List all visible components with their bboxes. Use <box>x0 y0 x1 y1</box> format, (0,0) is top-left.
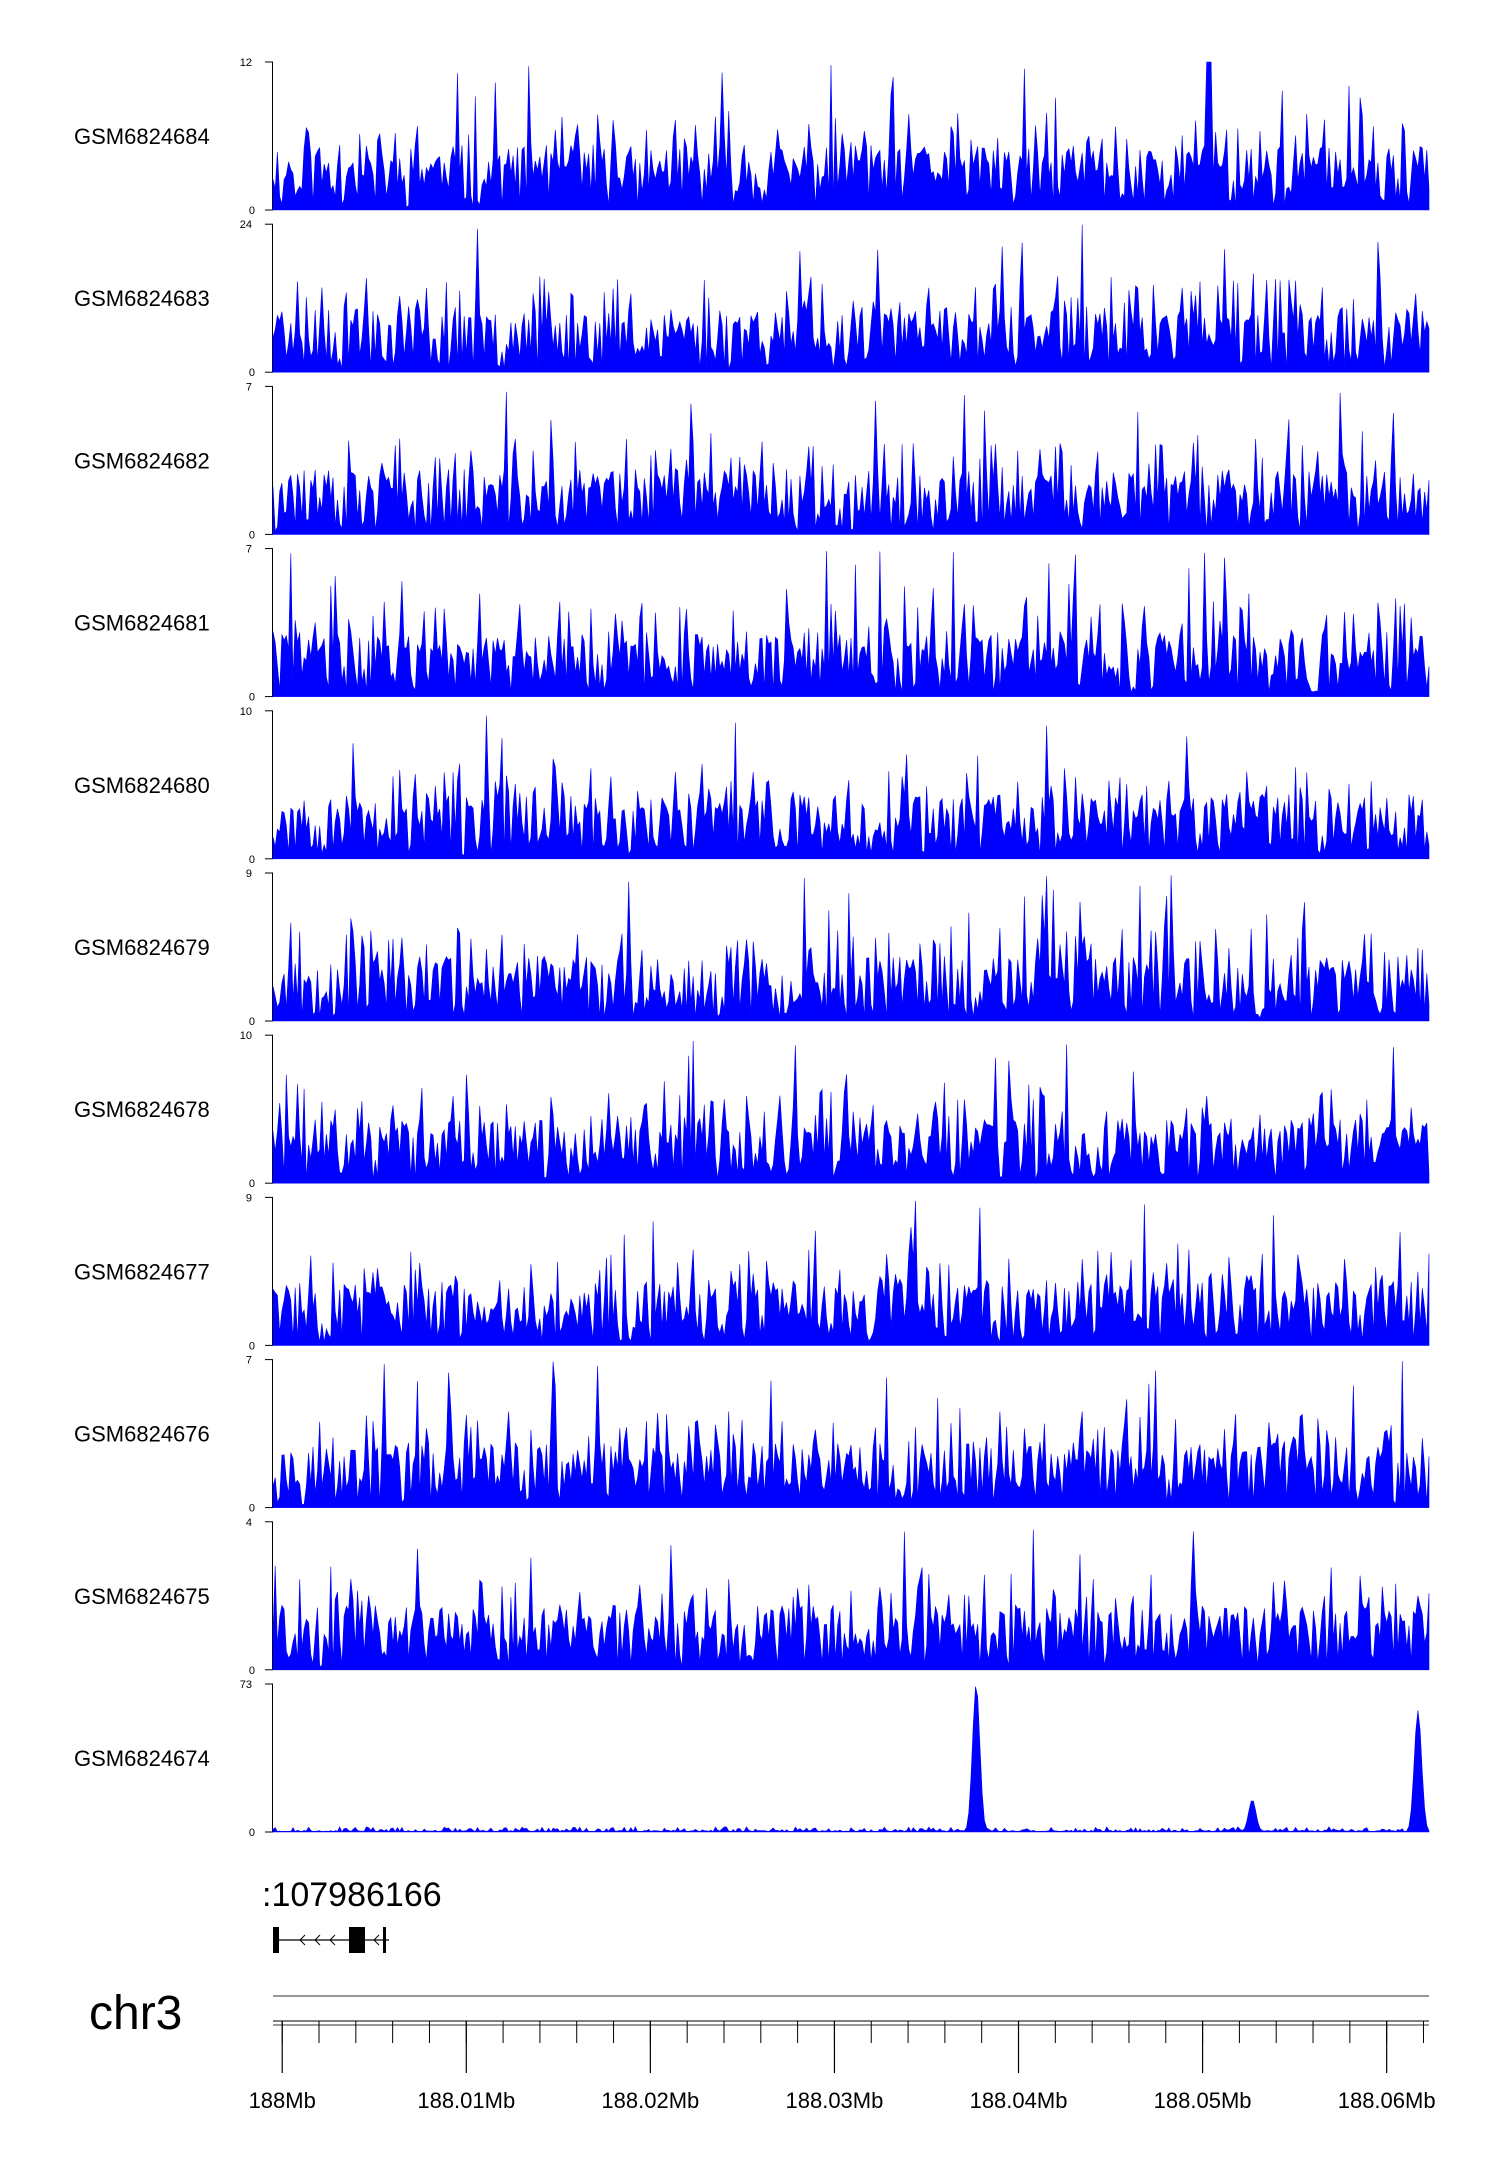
x-axis-tick-label: 188.01Mb <box>417 2088 515 2113</box>
y-axis-max-label: 7 <box>246 381 252 393</box>
y-axis-min-label: 0 <box>249 529 255 541</box>
strand-arrow-icon <box>314 1934 321 1946</box>
y-axis-min-label: 0 <box>249 1665 255 1677</box>
y-axis-max-label: 9 <box>246 1192 252 1204</box>
gene-label-clipped-prefix: : <box>262 1876 271 1914</box>
gene-label: :107986166 <box>262 1876 442 1914</box>
track-GSM6824682: GSM6824682 7 0 <box>74 381 1430 541</box>
y-axis-max-label: 12 <box>240 57 252 69</box>
x-axis-tick-label: 188.06Mb <box>1338 2088 1436 2113</box>
y-axis-min-label: 0 <box>249 1178 255 1190</box>
signal-area <box>272 875 1430 1022</box>
y-axis-max-label: 7 <box>246 1355 252 1367</box>
track-GSM6824675: GSM6824675 4 0 <box>74 1517 1430 1677</box>
y-axis-max-label: 73 <box>240 1679 252 1691</box>
chromosome-label: chr3 <box>89 1987 182 2040</box>
y-axis-min-label: 0 <box>249 205 255 217</box>
y-axis-min-label: 0 <box>249 1016 255 1028</box>
x-axis-tick-label: 188Mb <box>249 2088 316 2113</box>
track-GSM6824676: GSM6824676 7 0 <box>74 1355 1430 1515</box>
signal-area <box>272 1529 1430 1671</box>
track-GSM6824680: GSM6824680 10 0 <box>74 706 1430 866</box>
genome-axis-track: chr3 188Mb 188.01Mb 188.02Mb 188.03Mb 188.04M… <box>89 1987 1436 2113</box>
track-GSM6824677: GSM6824677 9 0 <box>74 1192 1430 1352</box>
signal-area <box>272 1686 1430 1833</box>
track-GSM6824681: GSM6824681 7 0 <box>74 544 1430 704</box>
track-GSM6824678: GSM6824678 10 0 <box>74 1030 1430 1190</box>
track-label: GSM6824679 <box>74 935 210 960</box>
signal-area <box>272 1040 1430 1184</box>
y-axis-min-label: 0 <box>249 367 255 379</box>
strand-arrow-icon <box>299 1934 306 1946</box>
gene-exon <box>349 1927 365 1953</box>
y-axis-max-label: 9 <box>246 868 252 880</box>
track-label: GSM6824682 <box>74 448 210 473</box>
y-axis-max-label: 10 <box>240 1030 252 1042</box>
track-GSM6824679: GSM6824679 9 0 <box>74 868 1430 1028</box>
track-label: GSM6824677 <box>74 1259 210 1284</box>
y-axis-max-label: 24 <box>240 219 252 231</box>
track-GSM6824684: GSM6824684 12 0 <box>74 57 1430 217</box>
track-label: GSM6824674 <box>74 1746 210 1771</box>
signal-area <box>272 1200 1430 1346</box>
track-GSM6824674: GSM6824674 73 0 <box>74 1679 1430 1839</box>
x-axis-tick-label: 188.04Mb <box>970 2088 1068 2113</box>
track-label: GSM6824680 <box>74 773 210 798</box>
y-axis-min-label: 0 <box>249 1827 255 1839</box>
gene-label-text: 107986166 <box>271 1876 441 1914</box>
signal-area <box>272 224 1430 373</box>
y-axis-min-label: 0 <box>249 692 255 704</box>
track-label: GSM6824675 <box>74 1584 210 1609</box>
gene-track: :107986166 <box>262 1876 442 1953</box>
track-label: GSM6824684 <box>74 124 210 149</box>
x-axis-tick-label: 188.02Mb <box>601 2088 699 2113</box>
signal-area <box>272 551 1430 697</box>
signal-tracks: GSM6824684120GSM6824683240GSM682468270GS… <box>74 57 1430 1839</box>
x-axis-tick-label: 188.03Mb <box>786 2088 884 2113</box>
gene-exon <box>383 1927 386 1953</box>
y-axis-min-label: 0 <box>249 854 255 866</box>
signal-area <box>272 391 1430 535</box>
y-axis-min-label: 0 <box>249 1340 255 1352</box>
signal-area <box>272 715 1430 860</box>
signal-area <box>272 1361 1430 1508</box>
track-label: GSM6824681 <box>74 611 210 636</box>
signal-area <box>272 61 1430 211</box>
track-label: GSM6824683 <box>74 286 210 311</box>
track-label: GSM6824676 <box>74 1422 210 1447</box>
y-axis-max-label: 4 <box>246 1517 252 1529</box>
strand-arrow-icon <box>373 1934 380 1946</box>
track-GSM6824683: GSM6824683 24 0 <box>74 219 1430 379</box>
gene-exon <box>273 1927 279 1953</box>
x-axis-tick-label: 188.05Mb <box>1154 2088 1252 2113</box>
y-axis-max-label: 7 <box>246 544 252 556</box>
strand-arrow-icon <box>329 1934 336 1946</box>
y-axis-max-label: 10 <box>240 706 252 718</box>
y-axis-min-label: 0 <box>249 1503 255 1515</box>
track-label: GSM6824678 <box>74 1097 210 1122</box>
